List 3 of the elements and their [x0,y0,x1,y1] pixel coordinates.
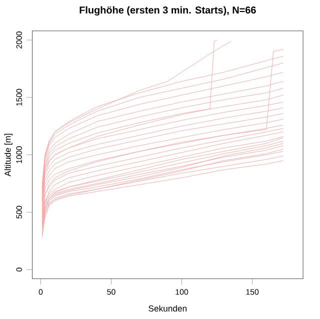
chart-title: Flughöhe (ersten 3 min. Starts), N=66 [80,6,256,16]
y-axis-title: Altitude [m] [4,134,12,177]
x-axis-title: Sekunden [148,305,187,312]
